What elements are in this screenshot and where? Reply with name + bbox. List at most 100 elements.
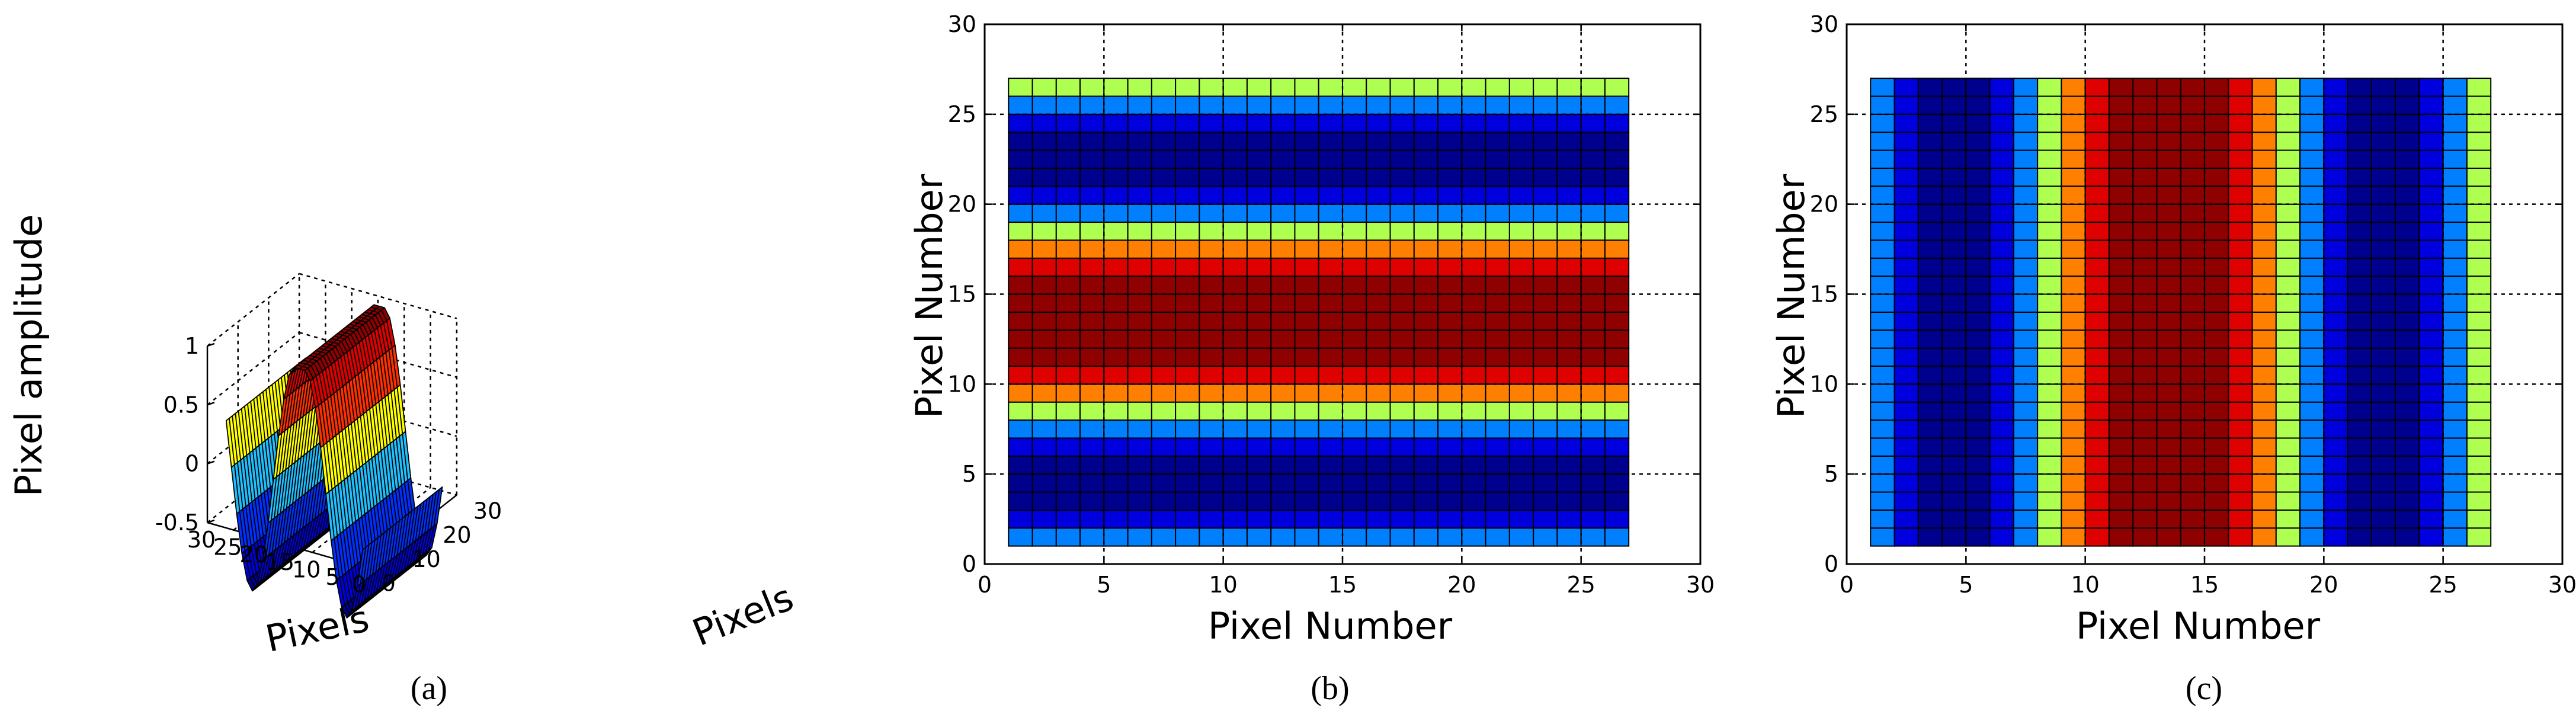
panel-b-cell — [1437, 329, 1463, 349]
panel-c-cell — [2013, 239, 2039, 259]
panel-b-cell — [1366, 95, 1391, 115]
panel-b-cell — [1342, 95, 1367, 115]
panel-b-cell — [1175, 95, 1200, 115]
panel-c-cell — [2466, 275, 2492, 295]
panel-a-surface-strip — [320, 384, 406, 495]
panel-b-cell — [1366, 509, 1391, 529]
panel-c-cell — [2370, 491, 2396, 511]
panel-b-cell — [1031, 329, 1057, 349]
panel-c-cell — [1965, 149, 1991, 169]
panel-b-cell — [1556, 473, 1582, 493]
panel-c-cell — [2347, 185, 2372, 205]
panel-b-cell — [1485, 293, 1510, 313]
panel-a-x-tick-label: 20 — [239, 542, 268, 568]
panel-c-cell — [2156, 293, 2181, 313]
panel-b-ticks: 00 5 5 10 10 15 15 20 20 25 25 30 30 — [948, 11, 1715, 598]
panel-b-cell — [1580, 167, 1606, 187]
panel-c-cell — [2084, 347, 2110, 367]
panel-c-cell — [2299, 383, 2325, 403]
panel-c-cell — [2442, 527, 2468, 547]
panel-b-y-tick-label: 0 — [962, 551, 976, 577]
panel-b-cell — [1294, 383, 1319, 403]
panel-b-cell — [1508, 78, 1534, 97]
panel-c-cell — [2180, 347, 2206, 367]
panel-b-cell — [1055, 275, 1081, 295]
panel-c-cell — [2013, 149, 2039, 169]
panel-c-cell — [2395, 167, 2420, 187]
panel-c-y-tick-label: 25 — [1810, 101, 1838, 127]
panel-b-cell — [1604, 275, 1630, 295]
panel-b-cell — [1055, 113, 1081, 133]
panel-c-cell — [2323, 185, 2348, 205]
panel-b-cell — [1079, 203, 1105, 223]
panel-b-cell — [1580, 527, 1606, 547]
panel-c-cell — [1893, 293, 1919, 313]
panel-b-cell — [1199, 473, 1224, 493]
panel-b-cell — [1485, 527, 1510, 547]
panel-c-cell — [2323, 222, 2348, 241]
panel-c-cell — [2037, 401, 2062, 421]
panel-c-cell — [2299, 401, 2325, 421]
panel-b-cell — [1318, 275, 1344, 295]
panel-c-cell — [2084, 275, 2110, 295]
panel-c-cell — [1965, 437, 1991, 457]
panel-b-cell — [1461, 383, 1486, 403]
panel-c-cell — [2156, 275, 2181, 295]
panel-b-cell — [1604, 509, 1630, 529]
panel-b-cell — [1485, 95, 1510, 115]
panel-b-cell — [1103, 509, 1129, 529]
panel-b-y-tick-label: 5 — [962, 461, 976, 487]
panel-a-y-tick-label: 10 — [412, 546, 441, 572]
panel-b-cell — [1342, 401, 1367, 421]
panel-c-cell — [2180, 149, 2206, 169]
panel-b-cell — [1413, 383, 1439, 403]
panel-b-cell — [1055, 132, 1081, 151]
panel-c-cell — [2180, 365, 2206, 385]
panel-b-cell — [1055, 149, 1081, 169]
panel-c-cell — [1917, 365, 1943, 385]
panel-b-cell — [1413, 527, 1439, 547]
panel-c-cell — [1870, 239, 1895, 259]
panel-b-cell — [1246, 365, 1272, 385]
panel-b-cell — [1437, 419, 1463, 439]
panel-c-cell — [2108, 347, 2134, 367]
panel-b-cell — [1103, 527, 1129, 547]
panel-b-cell — [1508, 275, 1534, 295]
panel-b-cell — [1222, 437, 1248, 457]
panel-c-cell — [2442, 149, 2468, 169]
panel-b-cell — [1270, 239, 1296, 259]
panel-c-cell — [2466, 311, 2492, 331]
panel-b-cell — [1508, 95, 1534, 115]
panel-b-cell — [1294, 509, 1319, 529]
panel-c-cell — [2251, 275, 2277, 295]
panel-b-cell — [1604, 239, 1630, 259]
panel-b-cell — [1533, 113, 1558, 133]
panel-c-cell — [2418, 473, 2444, 493]
panel-c-cell — [2299, 419, 2325, 439]
panel-b-cell — [1318, 365, 1344, 385]
panel-b-cell — [1270, 149, 1296, 169]
panel-c-cell — [2299, 185, 2325, 205]
panel-c-cell — [2323, 78, 2348, 97]
panel-b-cell — [1389, 222, 1415, 241]
panel-b-cell — [1079, 509, 1105, 529]
panel-c-cell — [2395, 419, 2420, 439]
panel-c-cell — [1917, 113, 1943, 133]
panel-b-x-tick-label: 30 — [1686, 572, 1715, 598]
panel-a-surface-strip — [357, 486, 443, 587]
panel-b-cell — [1342, 455, 1367, 475]
panel-b-cell — [1127, 132, 1152, 151]
panel-b-cell — [1437, 437, 1463, 457]
panel-b-cell — [1413, 509, 1439, 529]
panel-c-cell — [2156, 473, 2181, 493]
panel-c-cell — [1917, 455, 1943, 475]
panel-c-cell — [2228, 275, 2253, 295]
panel-c-cell — [2418, 203, 2444, 223]
panel-b-cell — [1389, 401, 1415, 421]
panel-c-cell — [1965, 132, 1991, 151]
panel-c-cell — [2395, 95, 2420, 115]
panel-b-cell — [1366, 311, 1391, 331]
panel-c-cell — [2228, 473, 2253, 493]
panel-b-cell — [1246, 78, 1272, 97]
panel-b-cell — [1079, 419, 1105, 439]
